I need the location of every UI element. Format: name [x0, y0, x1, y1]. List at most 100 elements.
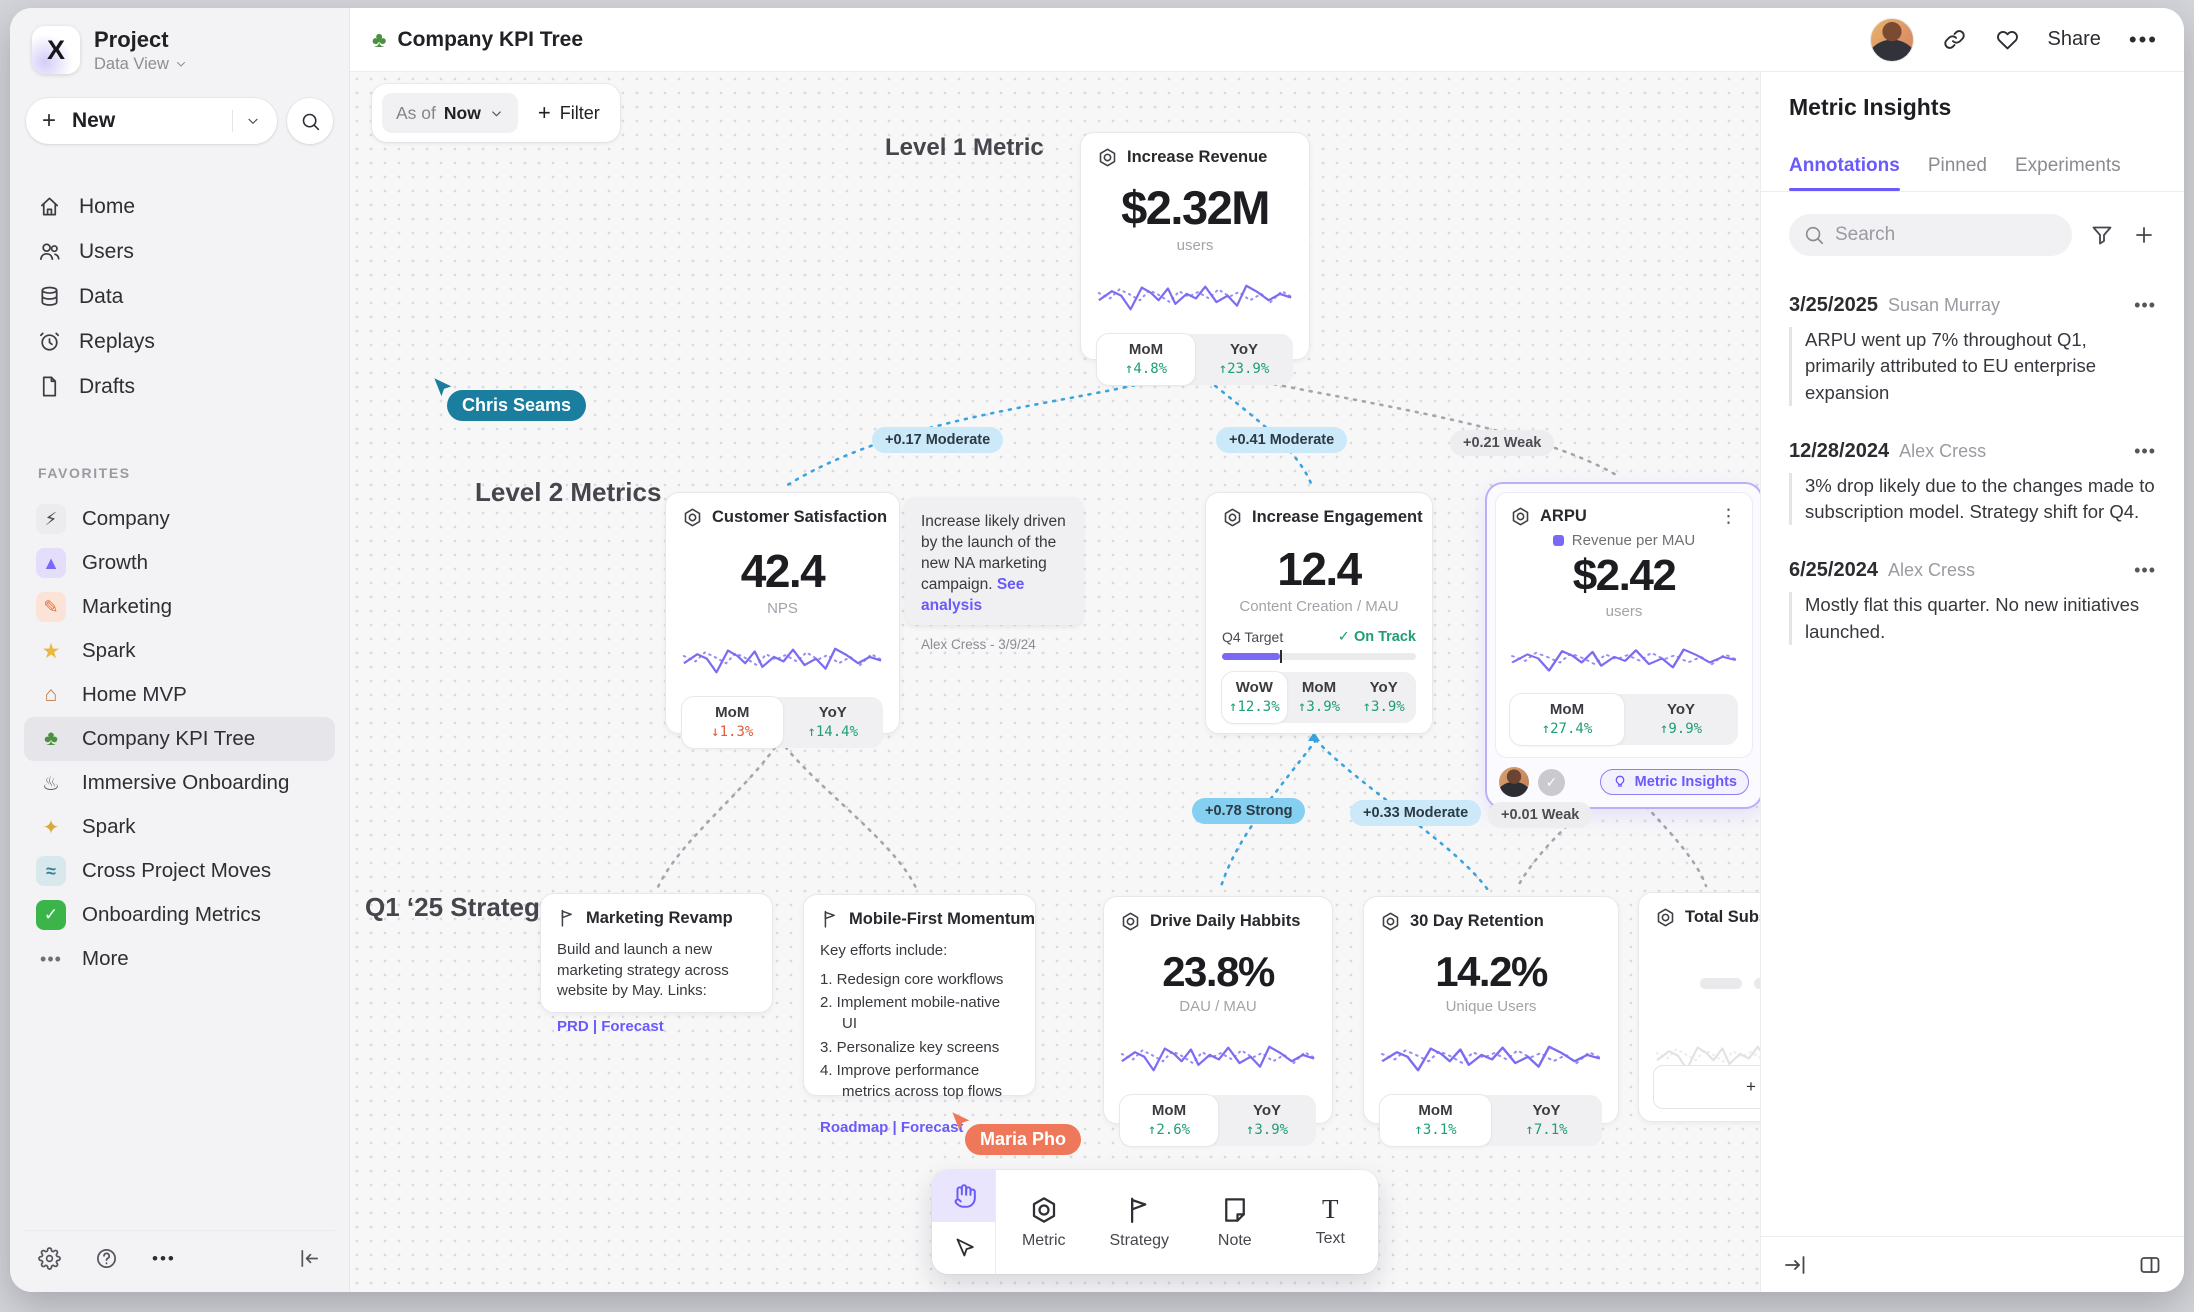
metric-card-increase-revenue[interactable]: Increase Revenue $2.32M users MoM ↑4.8% … [1080, 132, 1310, 385]
annotation-note-card[interactable]: Increase likely driven by the launch of … [905, 497, 1083, 652]
metric-tool-button[interactable]: Metric [996, 1170, 1091, 1274]
correlation-badge[interactable]: +0.33 Moderate [1350, 800, 1482, 826]
wow-chip[interactable]: WoW ↑12.3% [1222, 672, 1287, 723]
metric-insights-button[interactable]: Metric Insights [1599, 769, 1749, 795]
annotation-menu-icon[interactable]: ••• [2134, 440, 2156, 461]
sidebar: X Project Data View + New [10, 8, 350, 1292]
yoy-chip[interactable]: YoY ↑14.4% [807, 704, 859, 740]
metric-unit: users [1176, 237, 1214, 254]
metric-hexagon-icon [1380, 911, 1401, 932]
annotation-menu-icon[interactable]: ••• [2134, 560, 2156, 581]
favorite-growth[interactable]: ▲ Growth [24, 541, 335, 585]
mom-chip[interactable]: MoM ↑4.8% [1097, 334, 1195, 385]
annotation-entry[interactable]: 12/28/2024 Alex Cress ••• 3% drop likely… [1789, 440, 2156, 526]
strategy-tool-button[interactable]: Strategy [1091, 1170, 1187, 1274]
prd-forecast-links[interactable]: PRD | Forecast [557, 1018, 664, 1036]
delta-chips: MoM ↑4.8% YoY ↑23.9% [1097, 334, 1293, 385]
yoy-chip[interactable]: YoY ↑3.9% [1245, 1102, 1289, 1138]
yoy-chip[interactable]: YoY ↑7.1% [1525, 1102, 1568, 1138]
add-annotation-icon[interactable] [2132, 223, 2156, 247]
canvas-toolbar: Metric Strategy Note T Text [932, 1170, 1378, 1274]
hand-tool-button[interactable] [932, 1170, 995, 1222]
tab-annotations[interactable]: Annotations [1789, 155, 1900, 191]
correlation-badge[interactable]: +0.17 Moderate [872, 427, 1004, 453]
more-options-icon[interactable]: ••• [152, 1248, 176, 1268]
metric-card-total-subscriptions[interactable]: Total Subscript + Connect [1638, 892, 1760, 1122]
favorite-spark-2[interactable]: ✦ Spark [24, 805, 335, 849]
project-view-selector[interactable]: Data View [94, 55, 188, 74]
tab-pinned[interactable]: Pinned [1927, 155, 1987, 176]
help-icon[interactable] [95, 1247, 118, 1270]
more-menu-icon[interactable]: ••• [2128, 26, 2158, 52]
share-button[interactable]: Share [2047, 28, 2101, 50]
train-icon: ♨ [42, 772, 60, 795]
annotation-entry[interactable]: 3/25/2025 Susan Murray ••• ARPU went up … [1789, 294, 2156, 406]
favorite-immersive-onboarding[interactable]: ♨ Immersive Onboarding [24, 761, 335, 805]
favorites-more[interactable]: ••• More [24, 937, 335, 981]
project-switcher[interactable]: X Project Data View [24, 26, 335, 74]
correlation-badge[interactable]: +0.21 Weak [1450, 430, 1555, 456]
see-analysis-link[interactable]: See analysis [921, 576, 1025, 615]
favorite-home-mvp[interactable]: ⌂ Home MVP [24, 673, 335, 717]
favorite-company[interactable]: ⚡ Company [24, 497, 335, 541]
note-tool-button[interactable]: Note [1187, 1170, 1282, 1274]
add-filter-button[interactable]: + Filter [537, 100, 600, 125]
annotations-search-input[interactable] [1789, 214, 2072, 256]
chevron-down-icon[interactable] [245, 113, 261, 129]
view-controls: As of Now + Filter [372, 84, 620, 142]
metric-value: 12.4 [1277, 543, 1362, 595]
favorite-company-kpi-tree[interactable]: ♣ Company KPI Tree [24, 717, 335, 761]
new-button[interactable]: + New [26, 98, 277, 144]
connect-metric-button[interactable]: + Connect [1653, 1065, 1760, 1109]
favorite-onboarding-metrics[interactable]: ✓ Onboarding Metrics [24, 893, 335, 937]
mom-chip[interactable]: MoM ↑3.1% [1380, 1095, 1491, 1146]
favorite-spark[interactable]: ★ Spark [24, 629, 335, 673]
metric-card-drive-daily-habbits[interactable]: Drive Daily Habbits 23.8% DAU / MAU MoM … [1103, 896, 1333, 1146]
kpi-tree-canvas[interactable]: As of Now + Filter Level 1 Metric Level … [350, 72, 1760, 1292]
metric-card-customer-satisfaction[interactable]: Customer Satisfaction 42.4 NPS MoM ↓1.3%… [665, 492, 900, 748]
sparkline-chart [1510, 630, 1738, 682]
mom-chip[interactable]: MoM ↑2.6% [1120, 1095, 1218, 1146]
strategy-card-mobile-first-momentum[interactable]: Mobile-First Momentum Key efforts includ… [803, 894, 1036, 1136]
rocket-icon: ▲ [36, 548, 66, 578]
sidebar-item-drafts[interactable]: Drafts [24, 364, 335, 409]
strategy-card-marketing-revamp[interactable]: Marketing Revamp Build and launch a new … [540, 893, 773, 1035]
search-button[interactable] [287, 98, 333, 144]
card-menu-icon[interactable]: ⋮ [1719, 506, 1738, 527]
metric-card-arpu-selected[interactable]: ARPU ⋮ Revenue per MAU $2.42 users MoM ↑… [1485, 482, 1760, 809]
correlation-badge[interactable]: +0.78 Strong [1192, 798, 1306, 824]
yoy-chip[interactable]: YoY ↑9.9% [1659, 701, 1703, 737]
settings-gear-icon[interactable] [38, 1247, 61, 1270]
replay-clock-icon [38, 330, 61, 353]
favorite-cross-project-moves[interactable]: ≈ Cross Project Moves [24, 849, 335, 893]
filter-funnel-icon[interactable] [2090, 223, 2114, 247]
as-of-selector[interactable]: As of Now [382, 93, 518, 133]
tab-experiments[interactable]: Experiments [2015, 155, 2121, 176]
mom-chip[interactable]: MoM ↓1.3% [682, 697, 783, 748]
collapse-sidebar-icon[interactable] [298, 1247, 321, 1270]
split-panel-icon[interactable] [2138, 1253, 2162, 1277]
roadmap-forecast-links[interactable]: Roadmap | Forecast [820, 1118, 964, 1136]
sidebar-item-data[interactable]: Data [24, 274, 335, 319]
yoy-chip[interactable]: YoY ↑3.9% [1362, 679, 1405, 715]
correlation-badge[interactable]: +0.41 Moderate [1216, 427, 1348, 453]
user-avatar[interactable] [1869, 17, 1914, 62]
sidebar-item-users[interactable]: Users [24, 229, 335, 274]
sidebar-item-replays[interactable]: Replays [24, 319, 335, 364]
favorite-heart-icon[interactable] [1995, 27, 2020, 52]
metric-card-increase-engagement[interactable]: Increase Engagement 12.4 Content Creatio… [1205, 492, 1433, 734]
favorite-marketing[interactable]: ✎ Marketing [24, 585, 335, 629]
correlation-badge[interactable]: +0.01 Weak [1488, 802, 1593, 828]
mom-chip[interactable]: MoM ↑27.4% [1510, 694, 1624, 745]
delta-chips: MoM ↑2.6% YoY ↑3.9% [1120, 1095, 1316, 1146]
mom-chip[interactable]: MoM ↑3.9% [1297, 679, 1341, 715]
text-tool-button[interactable]: T Text [1315, 1194, 1345, 1248]
metric-card-30-day-retention[interactable]: 30 Day Retention 14.2% Unique Users MoM … [1363, 896, 1619, 1146]
sidebar-item-home[interactable]: Home [24, 184, 335, 229]
copy-link-icon[interactable] [1942, 27, 1967, 52]
annotation-menu-icon[interactable]: ••• [2134, 295, 2156, 315]
yoy-chip[interactable]: YoY ↑23.9% [1218, 341, 1270, 377]
select-tool-button[interactable] [932, 1222, 995, 1274]
annotation-entry[interactable]: 6/25/2024 Alex Cress ••• Mostly flat thi… [1789, 559, 2156, 645]
collapse-panel-icon[interactable] [1783, 1253, 1807, 1277]
